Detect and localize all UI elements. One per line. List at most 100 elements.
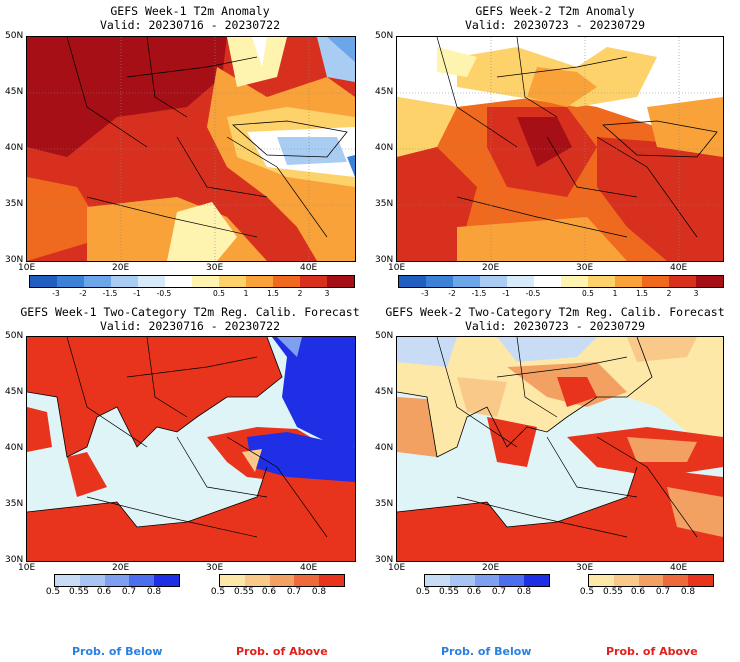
- lon-label-30e: 30E: [206, 563, 224, 573]
- cbar2-tick: 0.5: [582, 289, 594, 298]
- legend-above-right: Prob. of Above: [606, 645, 698, 658]
- panel4-map: [396, 336, 724, 562]
- lat-label-40n: 40N: [375, 143, 394, 153]
- prob-map-week1: [27, 337, 355, 561]
- lat-label-45n: 45N: [5, 387, 24, 397]
- lat-label-50n: 50N: [5, 31, 24, 41]
- lon-label-40e: 40E: [670, 263, 688, 273]
- legend-below-right: Prob. of Below: [441, 645, 532, 658]
- lat-label-35n: 35N: [375, 199, 394, 209]
- lon-label-40e: 40E: [300, 563, 318, 573]
- anomaly-colorbar-2: [398, 275, 724, 288]
- lat-label-35n: 35N: [375, 499, 394, 509]
- lat-label-40n: 40N: [5, 443, 24, 453]
- lon-label-40e: 40E: [670, 563, 688, 573]
- panel1-title: GEFS Week-1 T2m Anomaly: [110, 4, 270, 18]
- lat-label-30n: 30N: [5, 255, 24, 265]
- panel1-valid: Valid: 20230716 - 20230722: [99, 18, 280, 32]
- below-tick: 0.8: [516, 587, 532, 597]
- below-colorbar-2: [424, 574, 550, 587]
- above-tick: 0.7: [286, 587, 302, 597]
- lon-label-20e: 20E: [482, 263, 500, 273]
- panel2-map: [396, 36, 724, 262]
- above-tick: 0.5: [579, 587, 595, 597]
- above-tick: 0.8: [680, 587, 696, 597]
- cbar2-tick: -1: [502, 289, 510, 298]
- cbar2-tick: 1: [612, 289, 618, 298]
- lat-label-30n: 30N: [375, 555, 394, 565]
- cbar1-tick: -1: [133, 289, 141, 298]
- lon-label-10e: 10E: [388, 563, 406, 573]
- above-tick: 0.8: [311, 587, 327, 597]
- lat-label-45n: 45N: [375, 87, 394, 97]
- lat-label-50n: 50N: [375, 31, 394, 41]
- below-tick: 0.6: [466, 587, 482, 597]
- lon-label-30e: 30E: [576, 263, 594, 273]
- above-tick: 0.6: [261, 587, 277, 597]
- cbar2-tick: -0.5: [525, 289, 541, 298]
- lon-label-10e: 10E: [388, 263, 406, 273]
- above-tick: 0.55: [602, 587, 624, 597]
- cbar1-tick: 1.5: [267, 289, 279, 298]
- lat-label-30n: 30N: [375, 255, 394, 265]
- above-colorbar-1: [219, 574, 345, 587]
- panel1-map: [26, 36, 356, 262]
- cbar2-tick: -2: [448, 289, 456, 298]
- lon-label-20e: 20E: [482, 563, 500, 573]
- cbar2-tick: 2: [666, 289, 672, 298]
- cbar2-tick: 3: [693, 289, 699, 298]
- lat-label-35n: 35N: [5, 199, 24, 209]
- cbar2-tick: 1.5: [636, 289, 648, 298]
- lon-label-10e: 10E: [18, 563, 36, 573]
- cbar1-tick: -0.5: [156, 289, 172, 298]
- lon-label-30e: 30E: [576, 563, 594, 573]
- below-tick: 0.5: [415, 587, 431, 597]
- panel4-title: GEFS Week-2 Two-Category T2m Reg. Calib.…: [385, 305, 725, 319]
- below-colorbar-1: [54, 574, 180, 587]
- lat-label-35n: 35N: [5, 499, 24, 509]
- below-tick: 0.55: [438, 587, 460, 597]
- above-tick: 0.55: [233, 587, 255, 597]
- above-tick: 0.5: [210, 587, 226, 597]
- cbar1-tick: -2: [79, 289, 87, 298]
- lat-label-40n: 40N: [5, 143, 24, 153]
- anomaly-colorbar-1: [29, 275, 355, 288]
- cbar1-tick: -1.5: [102, 289, 118, 298]
- legend-below-left: Prob. of Below: [72, 645, 163, 658]
- cbar2-tick: -3: [421, 289, 429, 298]
- lon-label-30e: 30E: [206, 263, 224, 273]
- lat-label-40n: 40N: [375, 443, 394, 453]
- below-tick: 0.6: [96, 587, 112, 597]
- prob-map-week2: [397, 337, 723, 561]
- above-colorbar-2: [588, 574, 714, 587]
- anomaly-map-week2: [397, 37, 723, 261]
- panel2-valid: Valid: 20230723 - 20230729: [464, 18, 645, 32]
- lon-label-20e: 20E: [112, 563, 130, 573]
- panel3-title: GEFS Week-1 Two-Category T2m Reg. Calib.…: [20, 305, 360, 319]
- panel3-valid: Valid: 20230716 - 20230722: [99, 319, 280, 333]
- cbar1-tick: -3: [52, 289, 60, 298]
- below-tick: 0.5: [45, 587, 61, 597]
- lon-label-40e: 40E: [300, 263, 318, 273]
- cbar1-tick: 1: [243, 289, 249, 298]
- panel2-title: GEFS Week-2 T2m Anomaly: [475, 4, 635, 18]
- lat-label-45n: 45N: [5, 87, 24, 97]
- legend-above-left: Prob. of Above: [236, 645, 328, 658]
- lat-label-50n: 50N: [5, 331, 24, 341]
- anomaly-map-week1: [27, 37, 355, 261]
- panel3-map: [26, 336, 356, 562]
- cbar1-tick: 2: [297, 289, 303, 298]
- below-tick: 0.7: [491, 587, 507, 597]
- above-tick: 0.7: [655, 587, 671, 597]
- lon-label-10e: 10E: [18, 263, 36, 273]
- lat-label-30n: 30N: [5, 555, 24, 565]
- above-tick: 0.6: [630, 587, 646, 597]
- lat-label-45n: 45N: [375, 387, 394, 397]
- below-tick: 0.7: [121, 587, 137, 597]
- below-tick: 0.8: [146, 587, 162, 597]
- cbar1-tick: 3: [324, 289, 330, 298]
- below-tick: 0.55: [68, 587, 90, 597]
- panel4-valid: Valid: 20230723 - 20230729: [464, 319, 645, 333]
- lon-label-20e: 20E: [112, 263, 130, 273]
- cbar1-tick: 0.5: [213, 289, 225, 298]
